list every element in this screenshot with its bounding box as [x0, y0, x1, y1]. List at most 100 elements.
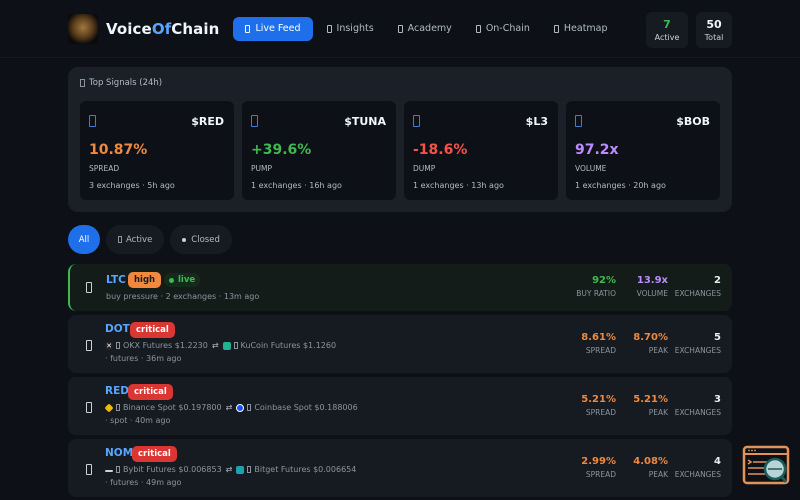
metric-exchanges: 4 EXCHANGES — [675, 456, 721, 479]
top-signal-card[interactable]: $TUNA +39.6% PUMP 1 exchanges · 16h ago — [242, 101, 396, 200]
card-meta: 1 exchanges · 16h ago — [251, 181, 342, 190]
signal-row[interactable]: DOT critical ✕ OKX Futures $1.2230 ⇄ KuCoin… — [68, 315, 732, 373]
top-signal-card[interactable]: $RED 10.87% SPREAD 3 exchanges · 5h ago — [80, 101, 234, 200]
card-ticker: $BOB — [676, 115, 710, 128]
to-exchange: Bitget Futures $0.006654 — [254, 465, 357, 474]
swap-icon: ⇄ — [225, 465, 233, 474]
metric-label: VOLUME — [636, 289, 668, 298]
active-icon — [118, 236, 122, 243]
exchange-type-icon — [233, 342, 238, 349]
severity-badge: critical — [130, 322, 175, 338]
kucoin-icon — [222, 341, 231, 350]
nav-insights[interactable]: Insights — [317, 17, 384, 41]
brand-logo[interactable] — [68, 13, 98, 44]
trophy-icon — [80, 79, 85, 87]
card-type: VOLUME — [575, 164, 607, 173]
metric-label: EXCHANGES — [674, 289, 721, 298]
card-ticker: $L3 — [525, 115, 548, 128]
signal-tail: · futures · 36m ago — [105, 354, 182, 363]
nav-label: Heatmap — [563, 23, 608, 34]
metric-buy-ratio: 92% BUY RATIO — [576, 275, 616, 298]
signal-tail: · spot · 40m ago — [105, 416, 171, 425]
metric-value: 4.08% — [633, 456, 668, 467]
signal-type-icon — [575, 115, 582, 127]
metric-label: SPREAD — [585, 408, 616, 417]
metric-exchanges: 3 EXCHANGES — [675, 394, 721, 417]
severity-badge: critical — [128, 384, 173, 400]
card-meta: 1 exchanges · 20h ago — [575, 181, 666, 190]
signal-type-icon — [413, 115, 420, 127]
nav-label: On-Chain — [485, 23, 530, 34]
metric-value: 92% — [592, 275, 616, 286]
severity-badge: high — [128, 272, 162, 288]
nav-live-feed[interactable]: Live Feed — [233, 16, 313, 41]
metric-value: 8.61% — [581, 332, 616, 343]
metric-spread: 5.21% SPREAD — [581, 394, 616, 417]
signal-row[interactable]: NOM critical Bybit Futures $0.006853 ⇄ Bit… — [68, 439, 732, 497]
okx-icon: ✕ — [105, 341, 113, 350]
metric-peak: 8.70% PEAK — [633, 332, 668, 355]
stat-total-label: Total — [704, 33, 724, 42]
nav-heatmap[interactable]: Heatmap — [544, 17, 618, 41]
top-signal-card[interactable]: $L3 -18.6% DUMP 1 exchanges · 13h ago — [404, 101, 558, 200]
main-nav: Live Feed Insights Academy On-Chain Heat… — [233, 16, 618, 41]
metric-value: 2.99% — [581, 456, 616, 467]
card-meta: 1 exchanges · 13h ago — [413, 181, 504, 190]
metric-label: PEAK — [648, 470, 668, 479]
metric-value: 8.70% — [633, 332, 668, 343]
top-signal-card[interactable]: $BOB 97.2x VOLUME 1 exchanges · 20h ago — [566, 101, 720, 200]
coinbase-icon — [236, 403, 245, 412]
binance-icon — [104, 402, 114, 413]
metric-exchanges: 2 EXCHANGES — [675, 275, 721, 298]
top-signals-title: Top Signals (24h) — [80, 78, 162, 88]
card-ticker: $RED — [191, 115, 224, 128]
filter-all[interactable]: All — [68, 225, 100, 254]
brand-name[interactable]: VoiceOfChain — [106, 20, 219, 38]
nav-academy[interactable]: Academy — [388, 17, 462, 41]
from-exchange: Binance Spot $0.197800 — [123, 403, 222, 412]
on-chain-icon — [475, 24, 481, 33]
metric-label: SPREAD — [585, 346, 616, 355]
swap-icon: ⇄ — [225, 403, 233, 412]
metric-label: EXCHANGES — [674, 346, 721, 355]
card-value: 97.2x — [575, 142, 619, 158]
metric-value: 13.9x — [636, 275, 668, 286]
metric-label: PEAK — [648, 408, 668, 417]
exchange-type-icon — [116, 466, 120, 473]
card-value: +39.6% — [251, 142, 312, 158]
top-signals-title-text: Top Signals (24h) — [89, 78, 163, 88]
insights-icon — [326, 24, 332, 33]
swap-icon: ⇄ — [211, 341, 219, 350]
metric-peak: 4.08% PEAK — [633, 456, 668, 479]
to-exchange: KuCoin Futures $1.1260 — [240, 341, 337, 350]
metric-peak: 5.21% PEAK — [633, 394, 668, 417]
signal-type-icon — [89, 115, 96, 127]
nav-label: Academy — [407, 23, 452, 34]
exchange-type-icon — [247, 404, 252, 411]
signal-tail: · futures · 49m ago — [105, 478, 182, 487]
signal-symbol: DOT — [105, 323, 130, 335]
log-search-widget-icon[interactable] — [742, 445, 790, 487]
brand-of: Of — [151, 19, 172, 38]
top-signals-cards: $RED 10.87% SPREAD 3 exchanges · 5h ago … — [80, 101, 720, 200]
metric-value: 3 — [714, 394, 721, 405]
signal-row[interactable]: RED critical Binance Spot $0.197800 ⇄ Coin… — [68, 377, 732, 435]
bitget-icon — [236, 465, 245, 474]
stat-total-value: 50 — [706, 18, 722, 31]
card-type: PUMP — [251, 164, 273, 173]
nav-label: Insights — [336, 23, 374, 34]
metric-label: EXCHANGES — [674, 470, 721, 479]
nav-on-chain[interactable]: On-Chain — [466, 17, 540, 41]
signal-row[interactable]: LTC high live buy pressure · 2 exchanges… — [68, 264, 732, 311]
stat-active: 7 Active — [646, 12, 688, 48]
bybit-icon — [105, 469, 113, 472]
live-feed-icon — [245, 24, 251, 33]
signal-type-icon — [251, 115, 258, 127]
filter-closed[interactable]: Closed — [170, 225, 232, 254]
stat-total: 50 Total — [696, 12, 732, 48]
stat-active-label: Active — [654, 33, 680, 42]
brand-prefix: Voice — [106, 19, 152, 38]
metric-value: 5 — [714, 332, 721, 343]
top-signals-panel: Top Signals (24h) $RED 10.87% SPREAD 3 e… — [68, 67, 732, 212]
filter-active[interactable]: Active — [106, 225, 165, 254]
